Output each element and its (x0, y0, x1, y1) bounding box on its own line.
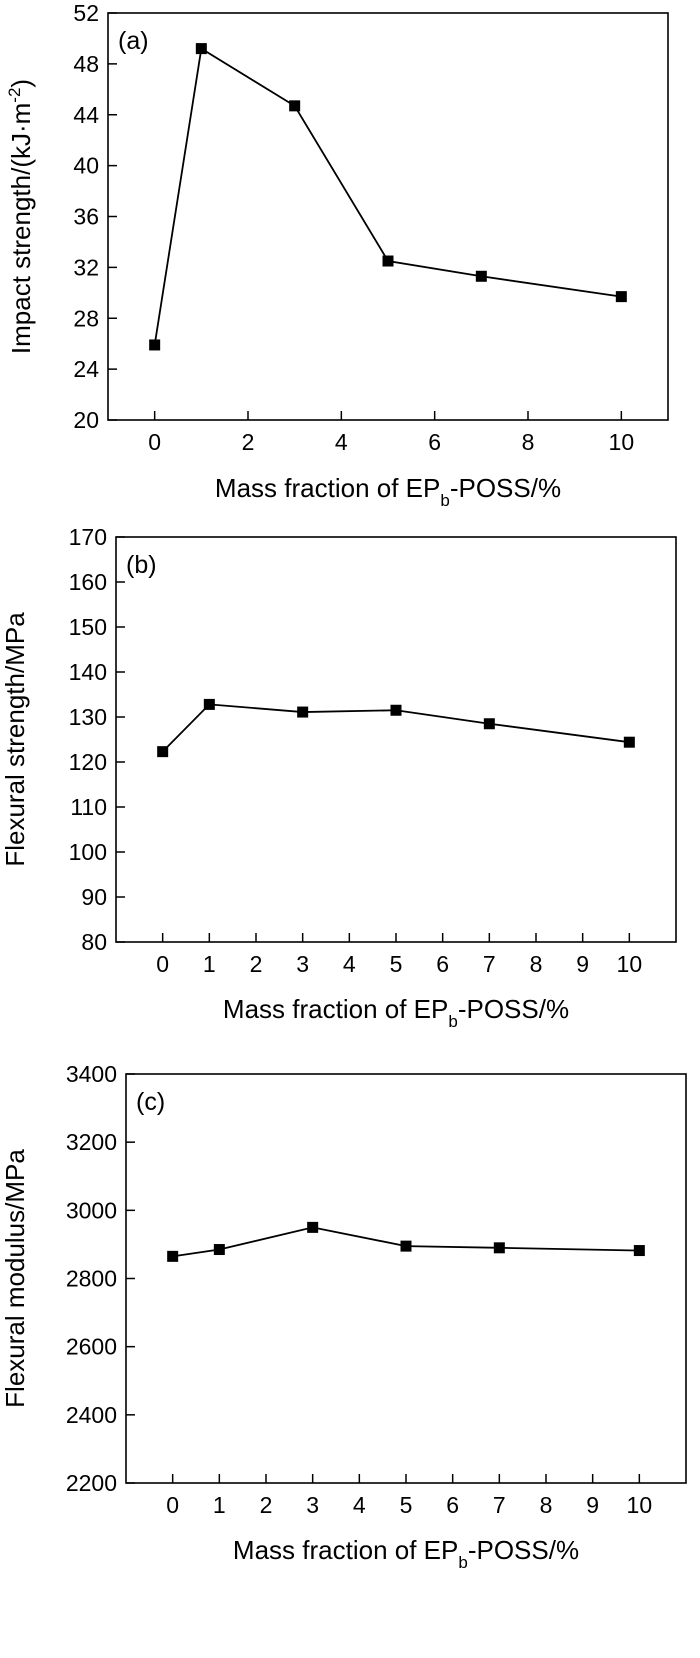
panel-a-series-line (153, 47, 622, 346)
panel-a-frame (107, 12, 669, 421)
panel-b-ytick-label-8: 160 (69, 569, 107, 595)
panel-b-ytick-label-5: 130 (69, 704, 107, 730)
panel-c-ytick-label-3: 2800 (66, 1266, 117, 1292)
panel-a-ytick-label-7: 48 (73, 51, 99, 77)
panel-a-xtick-label-2: 4 (335, 429, 348, 455)
panel-b-ytick-label-7: 150 (69, 614, 107, 640)
panel-a-xtick-label-5: 10 (609, 429, 635, 455)
panel-c-point-0 (167, 1250, 179, 1262)
panel-c-point-5 (633, 1245, 645, 1257)
panel-c-ylabel: Flexural modulus/MPa (0, 1149, 30, 1408)
panel-b-frame (115, 536, 677, 943)
panel-a-xtick-label-4: 8 (522, 429, 535, 455)
panel-b-point-2 (297, 706, 309, 718)
panel-c-xtick-label-1: 1 (213, 1492, 226, 1518)
panel-a-ytick-label-8: 52 (73, 0, 99, 26)
panel-c-xtick-label-8: 8 (540, 1492, 553, 1518)
panel-b-xtick-label-6: 6 (436, 951, 449, 977)
panel-a-ytick-label-0: 20 (73, 407, 99, 433)
panel-a-point-2 (289, 100, 301, 112)
panel-c-point-1 (213, 1244, 225, 1256)
panel-a-xtick-label-1: 2 (242, 429, 255, 455)
panel-b-point-0 (157, 746, 169, 758)
panel-b-ylabel: Flexural strength/MPa (0, 612, 30, 867)
panel-b: 80 90 100 110 120 130 140 150 160 170 0 1 2 3 4 5 6 7 8 9 10… (0, 524, 677, 1031)
panel-b-point-3 (390, 704, 402, 716)
panel-c-series-line (172, 1226, 640, 1258)
panel-c-ytick-label-4: 3000 (66, 1197, 117, 1223)
panel-a-xlabel: Mass fraction of EPb-POSS/% (215, 473, 561, 510)
panel-c-ytick-label-2: 2600 (66, 1334, 117, 1360)
panel-c-ytick-label-1: 2400 (66, 1402, 117, 1428)
panel-a-ytick-label-6: 44 (73, 102, 99, 128)
panel-c-xtick-label-3: 3 (306, 1492, 319, 1518)
panel-b-ytick-label-2: 100 (69, 839, 107, 865)
panel-a-ytick-label-1: 24 (73, 356, 99, 382)
panel-b-xtick-label-3: 3 (296, 951, 309, 977)
panel-b-xtick-label-1: 1 (203, 951, 216, 977)
panel-a-ytick-label-2: 28 (73, 305, 99, 331)
panel-b-ytick-label-9: 170 (69, 524, 107, 550)
panel-c-ytick-label-5: 3200 (66, 1129, 117, 1155)
panel-a-ytick-label-4: 36 (73, 204, 99, 230)
panel-c-xtick-label-5: 5 (400, 1492, 413, 1518)
panel-a-label: (a) (118, 27, 149, 55)
panel-b-xtick-label-10: 10 (617, 951, 643, 977)
panel-a-xtick-label-0: 0 (148, 429, 161, 455)
panel-c-xtick-label-0: 0 (166, 1492, 179, 1518)
panel-a-point-0 (149, 339, 161, 351)
panel-b-point-4 (483, 718, 495, 730)
panel-b-ytick-label-6: 140 (69, 659, 107, 685)
panel-b-ytick-label-1: 90 (81, 884, 107, 910)
panel-b-label: (b) (126, 551, 157, 579)
panel-b-point-5 (623, 736, 635, 748)
panel-c-point-2 (307, 1221, 319, 1233)
panel-b-series-line (162, 703, 630, 753)
panel-a-xtick-label-3: 6 (428, 429, 441, 455)
panel-c-xtick-label-7: 7 (493, 1492, 506, 1518)
panel-a-ylabel: Impact strength/(kJ·m-2) (5, 79, 36, 354)
panel-c-xtick-label-4: 4 (353, 1492, 366, 1518)
panel-c-ytick-label-6: 3400 (66, 1061, 117, 1087)
panel-a-ytick-label-3: 32 (73, 254, 99, 280)
panel-b-ytick-label-3: 110 (70, 794, 107, 820)
panel-c-frame (125, 1073, 687, 1484)
panel-a-point-5 (615, 291, 627, 303)
panel-c-ytick-label-0: 2200 (66, 1470, 117, 1496)
panel-c-point-3 (400, 1240, 412, 1252)
panel-a-point-4 (475, 270, 487, 282)
panel-b-xtick-label-7: 7 (483, 951, 496, 977)
panel-b-xtick-label-5: 5 (390, 951, 403, 977)
panel-b-ytick-label-4: 120 (69, 749, 107, 775)
panel-a-point-3 (382, 255, 394, 267)
panel-c-xtick-label-10: 10 (627, 1492, 653, 1518)
panel-b-xtick-label-8: 8 (530, 951, 543, 977)
panel-b-xtick-label-2: 2 (250, 951, 263, 977)
panel-c-xlabel: Mass fraction of EPb-POSS/% (233, 1535, 579, 1572)
panel-b-ytick-label-0: 80 (81, 929, 107, 955)
panel-c-xtick-label-9: 9 (586, 1492, 599, 1518)
panel-b-xlabel: Mass fraction of EPb-POSS/% (223, 994, 569, 1031)
panel-c-xtick-label-6: 6 (446, 1492, 459, 1518)
panel-b-xtick-label-0: 0 (156, 951, 169, 977)
panel-b-xtick-label-4: 4 (343, 951, 356, 977)
panel-c-label: (c) (136, 1088, 165, 1116)
panel-b-xtick-label-9: 9 (576, 951, 589, 977)
panel-a-ytick-label-5: 40 (73, 153, 99, 179)
panel-c-point-4 (493, 1242, 505, 1254)
panel-a-point-1 (195, 43, 207, 55)
panel-b-point-1 (203, 698, 215, 710)
panel-c-xtick-label-2: 2 (260, 1492, 273, 1518)
panel-c: 2200 2400 2600 2800 3000 3200 3400 0 1 2 3 4 5 6 7 8 9 10… (0, 1061, 687, 1572)
